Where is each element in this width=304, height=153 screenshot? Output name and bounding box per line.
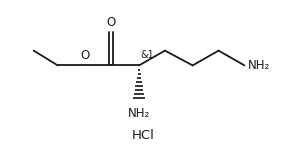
Text: O: O <box>107 16 116 29</box>
Text: NH₂: NH₂ <box>128 107 150 120</box>
Text: HCl: HCl <box>131 129 154 142</box>
Text: &1: &1 <box>140 50 154 60</box>
Text: NH₂: NH₂ <box>247 59 270 72</box>
Text: O: O <box>81 49 90 62</box>
